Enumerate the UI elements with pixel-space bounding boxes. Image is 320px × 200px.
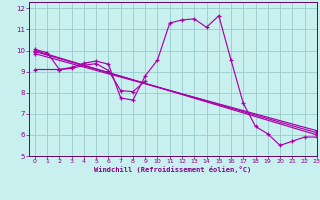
X-axis label: Windchill (Refroidissement éolien,°C): Windchill (Refroidissement éolien,°C): [94, 166, 252, 173]
